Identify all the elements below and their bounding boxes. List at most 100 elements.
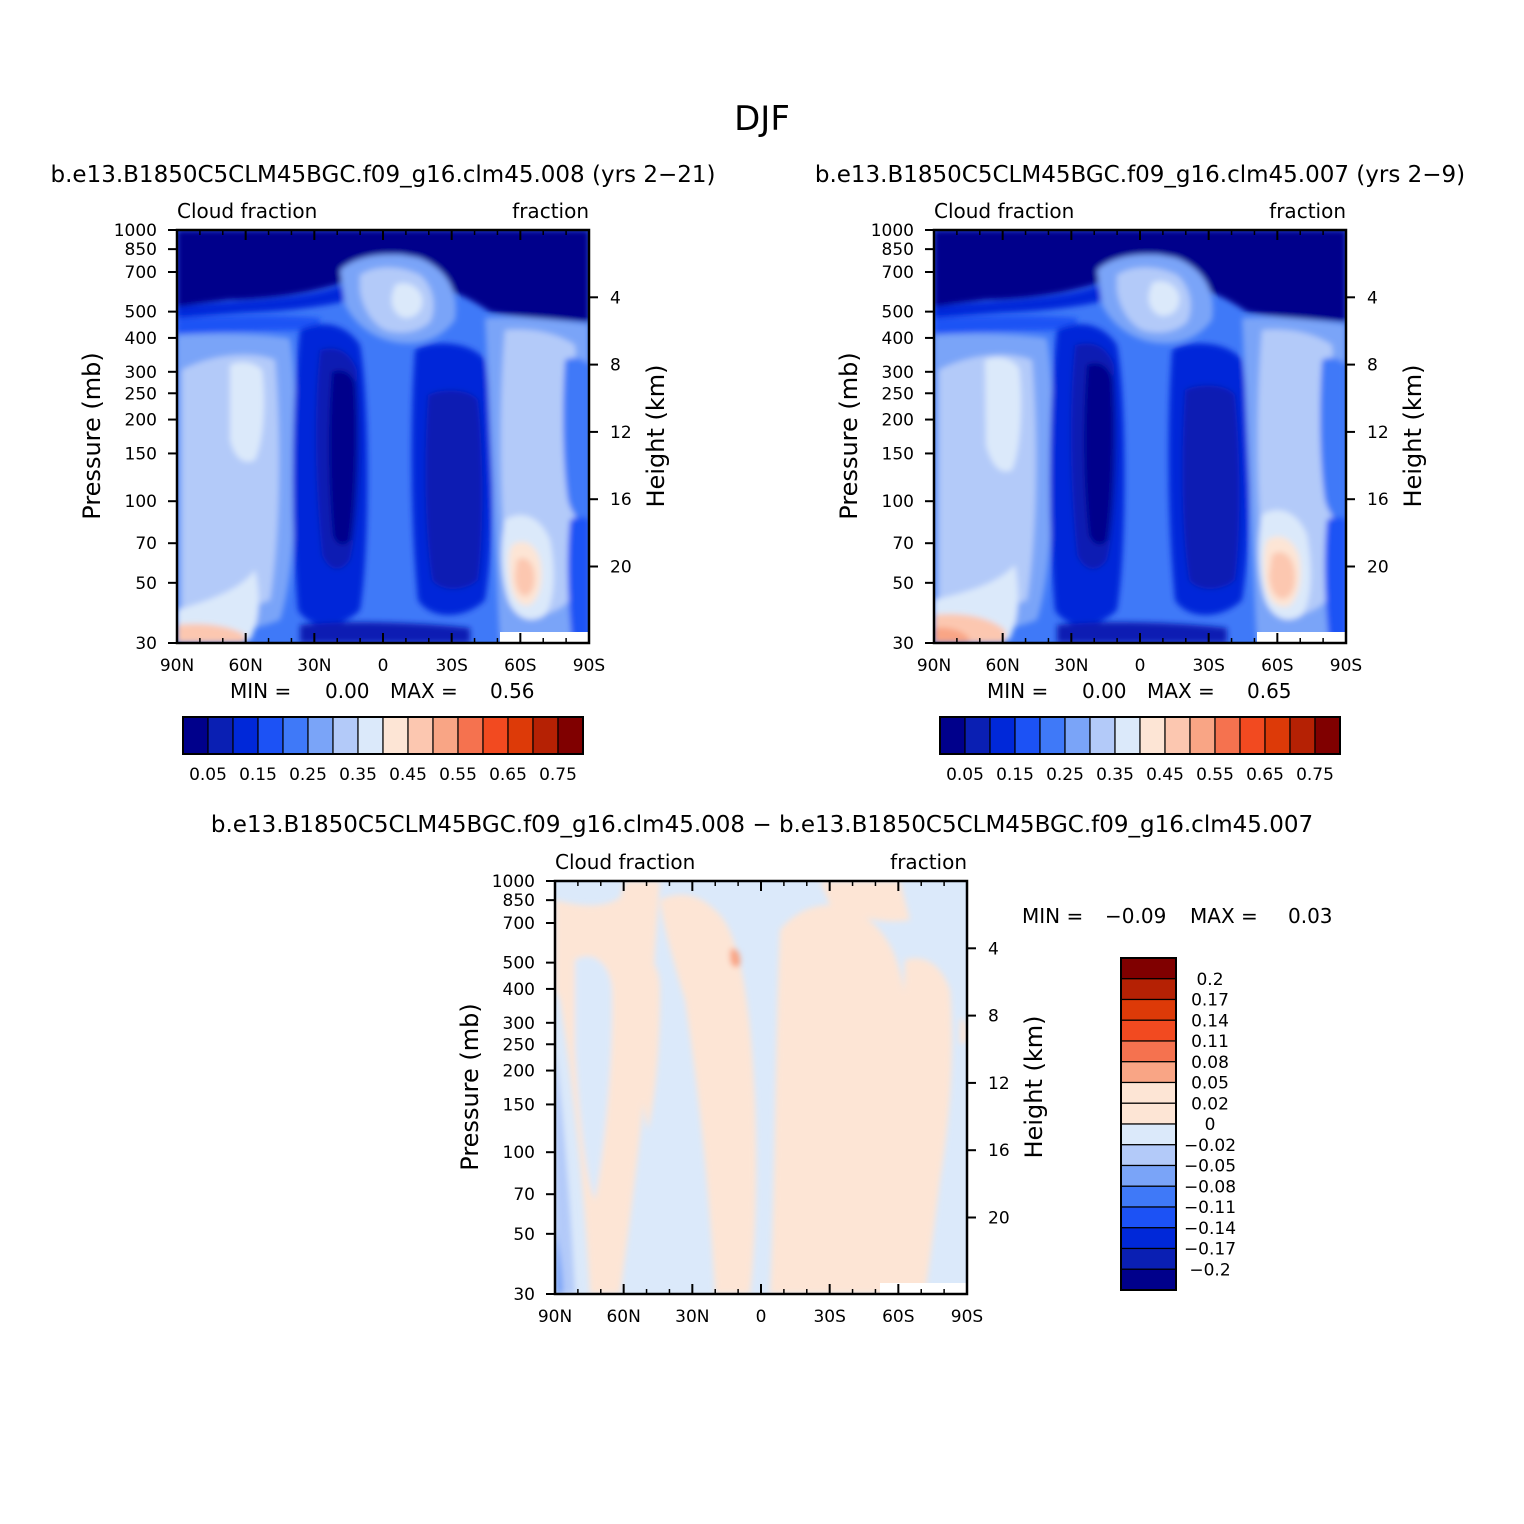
panel-c-y2tick-label-2: 12	[988, 1074, 1010, 1094]
panel-a-colorbar: 0.05 0.15 0.25 0.35 0.45 0.55 0.65 0.75	[182, 716, 584, 785]
panel-b-colorbar-box-10	[1189, 716, 1216, 755]
panel-c-colorbar-box-10	[1120, 1164, 1177, 1187]
panel-b-colorbar-label-4: 0.45	[1146, 765, 1184, 785]
panel-b-colorbar-box-9	[1164, 716, 1191, 755]
panel-b-right-label: fraction	[1269, 199, 1346, 223]
panel-a-colorbar-label-7: 0.75	[539, 765, 577, 785]
panel-b-colorbar-label-1: 0.15	[996, 765, 1034, 785]
panel-b-ytick-label-11: 850	[882, 240, 914, 260]
panel-a-colorbar-box-10	[432, 716, 459, 755]
panel-b-ytick-label-10: 700	[882, 263, 914, 283]
panel-c-colorbar-label-0: 0.2	[1196, 970, 1223, 990]
panel-b-y2tick-label-1: 16	[1367, 490, 1389, 510]
panel-c-colorbar-box-0	[1120, 957, 1177, 980]
panel-c-colorbar-label-7: 0	[1205, 1115, 1216, 1135]
panel-a-max-value: 0.56	[490, 679, 535, 703]
panel-b-xtick-label-1: 60N	[985, 656, 1019, 676]
panel-b-xtick-label-4: 30S	[1192, 656, 1224, 676]
panel-b-min-label: MIN =	[987, 679, 1048, 703]
panel-b-colorbar-label-2: 0.25	[1046, 765, 1084, 785]
panel-c-y2tick-label-0: 20	[988, 1209, 1010, 1229]
panel-a-colorbar-box-8	[382, 716, 409, 755]
panel-a-colorbar-box-14	[532, 716, 559, 755]
panel-c-colorbar-label-10: −0.08	[1184, 1177, 1236, 1197]
panel-b-ytick-label-3: 100	[882, 492, 914, 512]
panel-c-y2label: Height (km)	[1020, 1016, 1048, 1159]
panel-c-y2tick-label-4: 4	[988, 939, 999, 959]
panel-c-ytick-label-12: 1000	[492, 872, 535, 892]
panel-b-ytick-label-2: 70	[892, 534, 914, 554]
panel-a-colorbar-label-4: 0.45	[389, 765, 427, 785]
panel-a-colorbar-box-4	[282, 716, 309, 755]
panel-c-colorbar-frame	[1120, 957, 1177, 1291]
panel-a-xtick-label-1: 60N	[228, 656, 262, 676]
panel-c-xtick-label-0: 90N	[538, 1307, 572, 1327]
panel-a-colorbar-box-6	[332, 716, 359, 755]
panel-b-colorbar-box-3	[1014, 716, 1041, 755]
panel-a-contour-field	[177, 230, 589, 643]
panel-c-xtick-label-2: 30N	[675, 1307, 709, 1327]
panel-c-colorbar-label-8: −0.02	[1184, 1136, 1236, 1156]
panel-a-right-label: fraction	[512, 199, 589, 223]
panel-a-title: b.e13.B1850C5CLM45BGC.f09_g16.clm45.008 …	[51, 162, 716, 188]
panel-c-colorbar-label-13: −0.17	[1184, 1240, 1236, 1260]
panel-c-ytick-label-11: 850	[503, 891, 535, 911]
panel-a-xtick-label-3: 0	[378, 656, 389, 676]
panel-a-colorbar-frame	[182, 716, 584, 755]
panel-c-colorbar-box-7	[1120, 1102, 1177, 1125]
panel-b-colorbar-label-0: 0.05	[946, 765, 984, 785]
panel-c-colorbar-box-9	[1120, 1144, 1177, 1167]
panel-c-ytick-label-2: 70	[513, 1185, 535, 1205]
panel-a-colorbar-box-15	[557, 716, 584, 755]
panel-c-colorbar-label-6: 0.02	[1191, 1094, 1229, 1114]
panel-c-colorbar-label-4: 0.08	[1191, 1053, 1229, 1073]
panel-a-colorbar-label-2: 0.25	[289, 765, 327, 785]
panel-a-y2tick-label-0: 20	[610, 558, 632, 578]
panel-c-ytick-label-3: 100	[503, 1143, 535, 1163]
panel-b-colorbar-label-3: 0.35	[1096, 765, 1134, 785]
panel-a-ytick-label-5: 200	[125, 411, 157, 431]
panel-a-ytick-label-9: 500	[125, 303, 157, 323]
panel-a-ytick-label-1: 50	[135, 574, 157, 594]
panel-b-colorbar-box-14	[1289, 716, 1316, 755]
panel-a-xtick-label-4: 30S	[435, 656, 467, 676]
panel-b-ytick-label-12: 1000	[871, 221, 914, 241]
panel-b-y2tick-label-4: 4	[1367, 288, 1378, 308]
panel-b-max-value: 0.65	[1247, 679, 1292, 703]
panel-c-ytick-label-5: 200	[503, 1062, 535, 1082]
panel-b-ytick-label-4: 150	[882, 444, 914, 464]
panel-c-colorbar-label-3: 0.11	[1191, 1032, 1229, 1052]
panel-b-title: b.e13.B1850C5CLM45BGC.f09_g16.clm45.007 …	[815, 162, 1465, 188]
panel-a-ytick-label-2: 70	[135, 534, 157, 554]
panel-b-y2tick-label-3: 8	[1367, 356, 1378, 376]
panel-b-ytick-label-0: 30	[892, 634, 914, 654]
panel-c: Cloud fraction fraction 90N 60N 30N 0 30S 60S…	[456, 850, 1333, 1327]
panel-b-colorbar-label-6: 0.65	[1246, 765, 1284, 785]
panel-c-y2tick-label-3: 8	[988, 1007, 999, 1027]
panel-c-colorbar-box-5	[1120, 1061, 1177, 1084]
panel-a-xtick-label-5: 60S	[504, 656, 536, 676]
panel-b-max-label: MAX =	[1147, 679, 1215, 703]
panel-c-xtick-label-4: 30S	[813, 1307, 845, 1327]
panel-b-colorbar-box-6	[1089, 716, 1116, 755]
panel-a-left-label: Cloud fraction	[177, 199, 317, 223]
panel-c-ytick-label-10: 700	[503, 914, 535, 934]
panel-c-left-label: Cloud fraction	[555, 850, 695, 874]
panel-a-xtick-label-6: 90S	[573, 656, 605, 676]
panel-c-min-value: −0.09	[1105, 904, 1166, 928]
panel-c-ylabel: Pressure (mb)	[456, 1003, 484, 1170]
panel-c-axes: 90N 60N 30N 0 30S 60S 90S 30 50 70 100 150 200 250300…	[492, 872, 1010, 1327]
panel-b-xtick-label-0: 90N	[917, 656, 951, 676]
panel-a-colorbar-box-7	[357, 716, 384, 755]
panel-a-y2tick-label-4: 4	[610, 288, 621, 308]
panel-a-ytick-label-12: 1000	[114, 221, 157, 241]
panel-c-colorbar-box-4	[1120, 1040, 1177, 1063]
panel-a-colorbar-box-2	[232, 716, 259, 755]
panel-c-xtick-label-3: 0	[756, 1307, 767, 1327]
panel-a-y2tick-label-3: 8	[610, 356, 621, 376]
panel-b-xtick-label-3: 0	[1135, 656, 1146, 676]
panel-c-colorbar-box-6	[1120, 1081, 1177, 1104]
panel-a-colorbar-box-12	[482, 716, 509, 755]
panel-c-y2tick-label-1: 16	[988, 1141, 1010, 1161]
panel-c-colorbar-box-14	[1120, 1247, 1177, 1270]
